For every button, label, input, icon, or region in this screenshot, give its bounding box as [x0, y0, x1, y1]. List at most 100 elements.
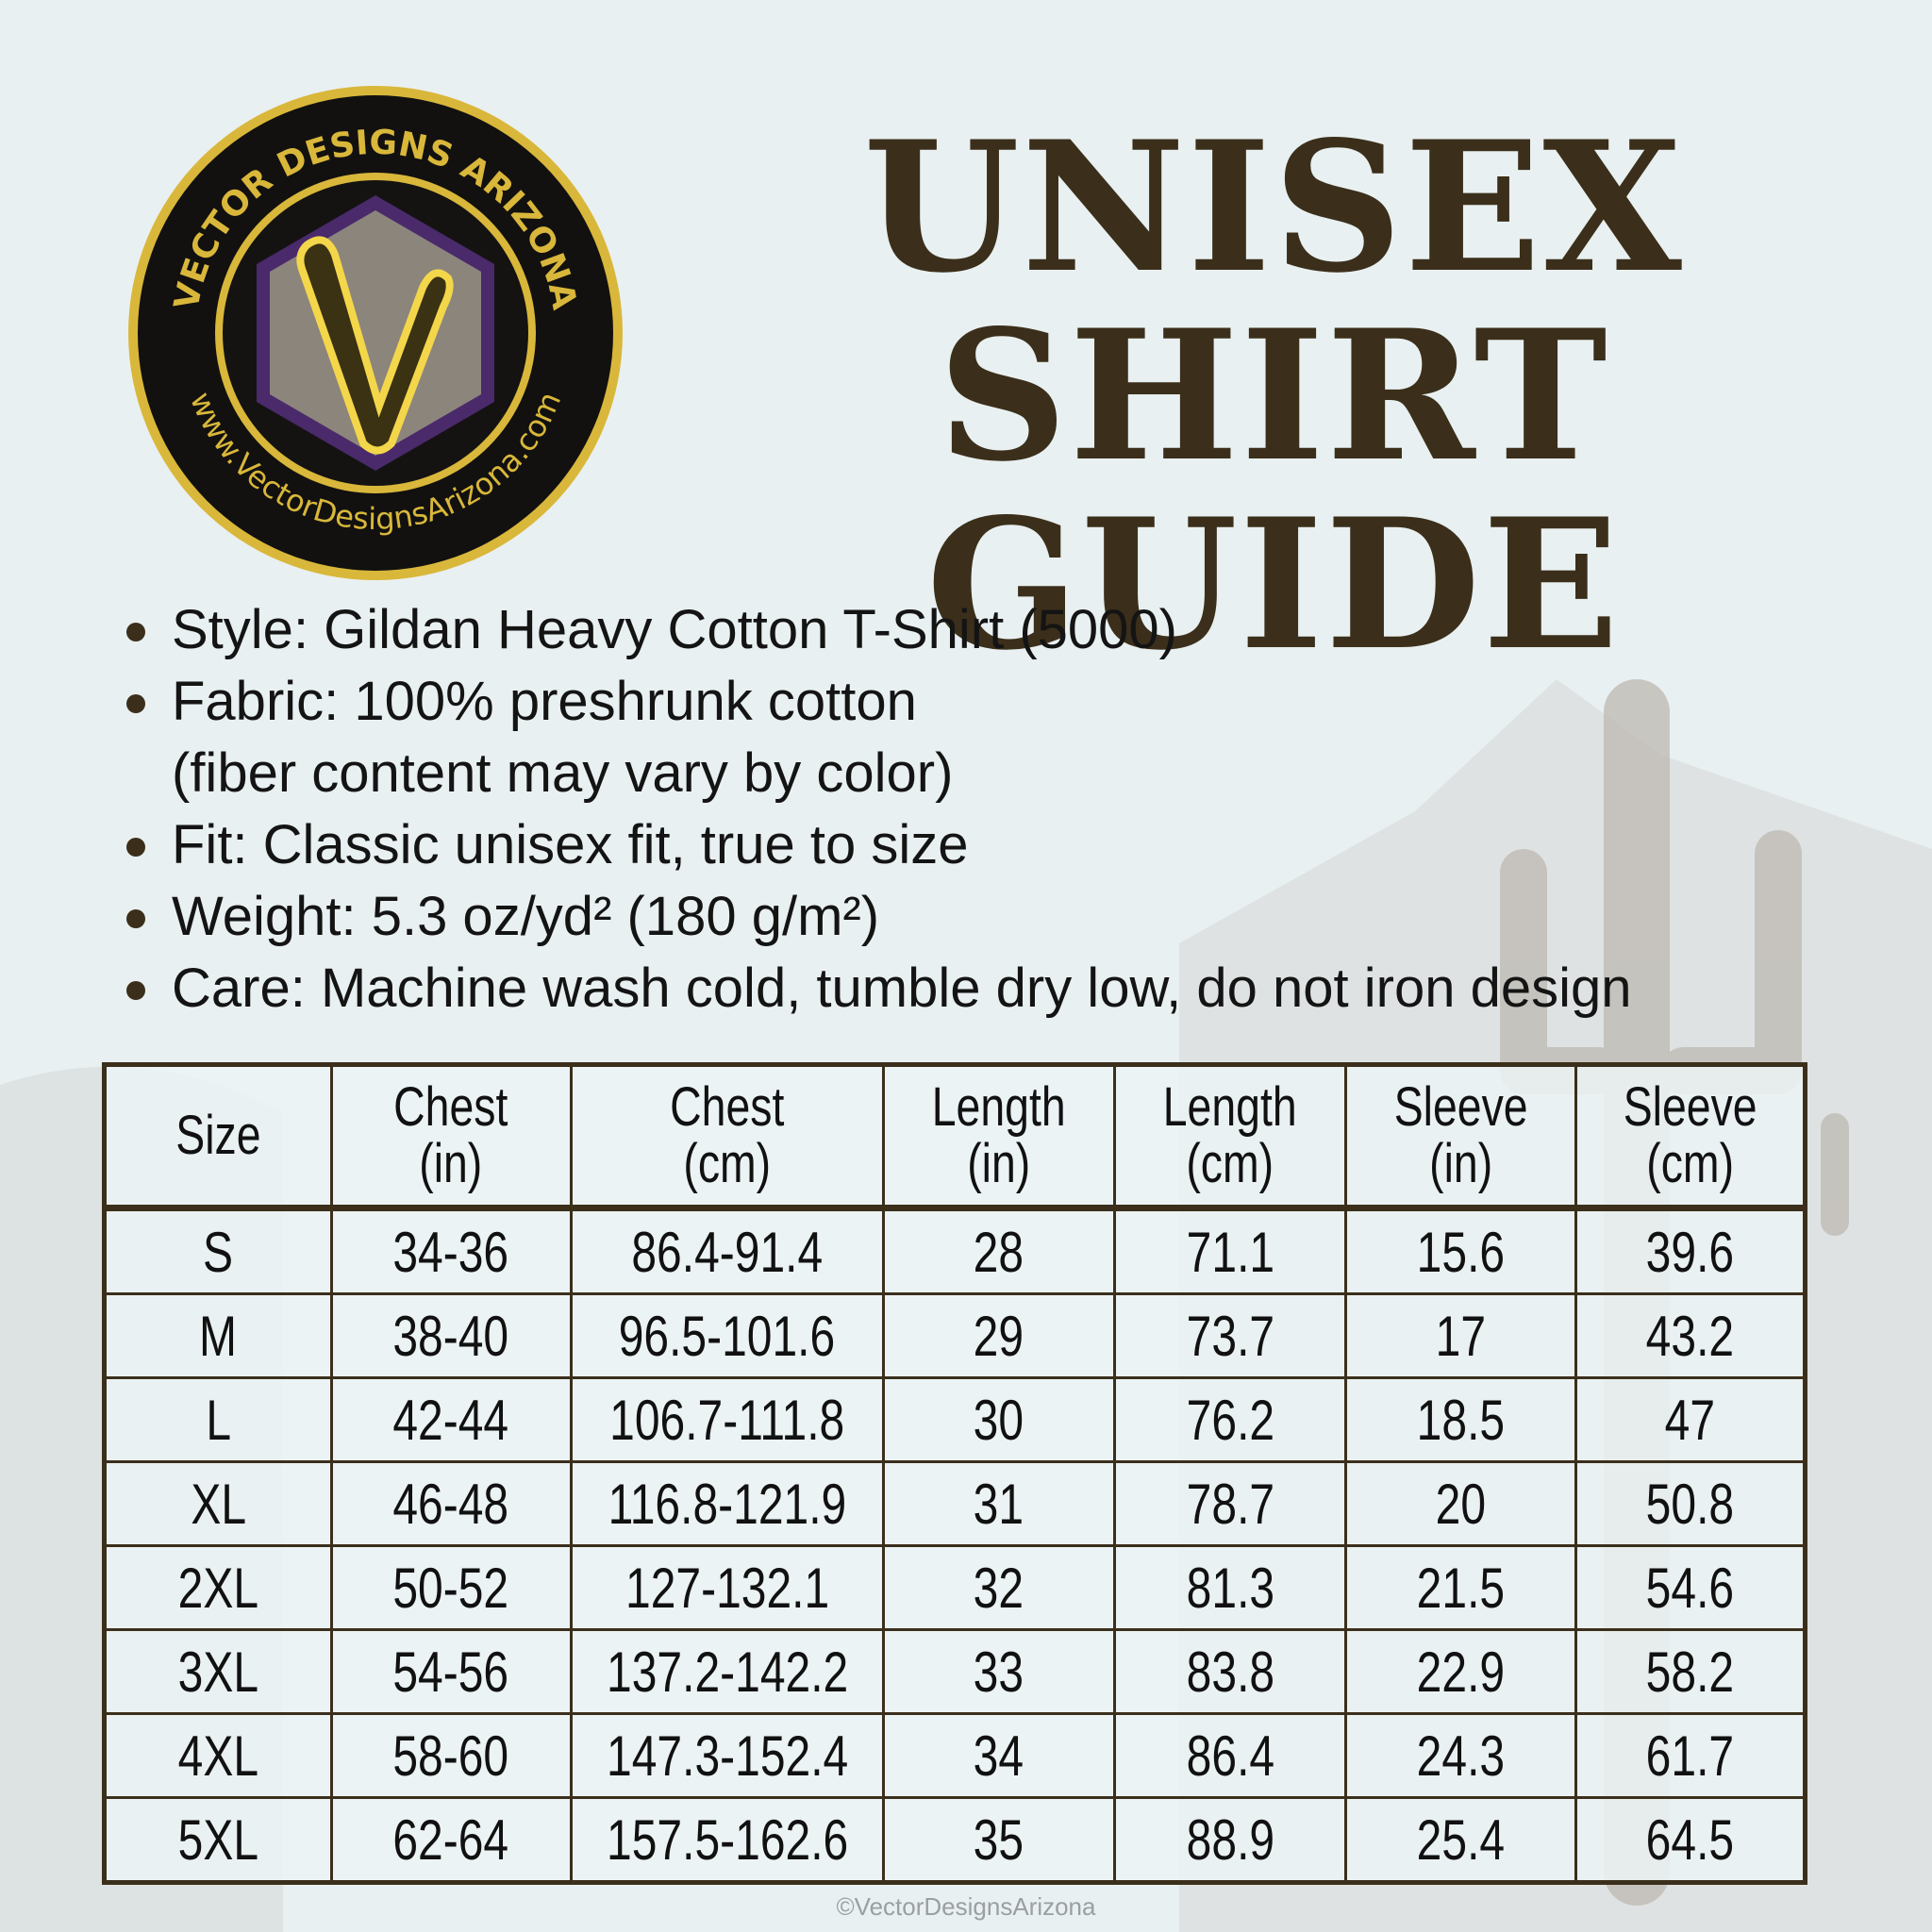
- table-cell: 58.2: [1574, 1628, 1807, 1715]
- header-name: Sleeve: [1393, 1076, 1528, 1138]
- table-cell: 5XL: [103, 1796, 333, 1884]
- table-cell: 2XL: [103, 1544, 333, 1631]
- table-cell: 20: [1344, 1460, 1577, 1547]
- cell-value: S: [203, 1220, 234, 1284]
- cell-value: 28: [974, 1220, 1024, 1284]
- cell-value: 78.7: [1186, 1472, 1274, 1536]
- cell-value: 147.3-152.4: [606, 1724, 848, 1788]
- cell-value: 2XL: [177, 1556, 259, 1620]
- cell-value: 34: [974, 1724, 1024, 1788]
- cell-value: 54-56: [392, 1640, 509, 1704]
- cell-value: 35: [974, 1807, 1024, 1872]
- column-header: Length (in): [881, 1063, 1116, 1211]
- spec-note: (fiber content may vary by color): [172, 742, 954, 804]
- table-cell: 15.6: [1344, 1207, 1577, 1295]
- table-cell: 21.5: [1344, 1544, 1577, 1631]
- table-cell: 31: [881, 1460, 1116, 1547]
- table-cell: 157.5-162.6: [569, 1796, 885, 1884]
- header-name: Chest: [670, 1076, 785, 1138]
- spec-fabric: Fabric: 100% preshrunk cotton (fiber cont…: [123, 666, 1631, 809]
- cell-value: 73.7: [1186, 1304, 1274, 1368]
- cell-value: 32: [974, 1556, 1024, 1620]
- header-unit: (in): [1428, 1133, 1492, 1194]
- header-name: Sleeve: [1623, 1076, 1757, 1138]
- cell-value: 4XL: [177, 1724, 259, 1788]
- table-cell: 50.8: [1574, 1460, 1807, 1547]
- title-line-2: SHIRT GUIDE: [925, 291, 1622, 690]
- spec-weight: Weight: 5.3 oz/yd² (180 g/m²): [123, 881, 1631, 953]
- table-cell: 29: [881, 1292, 1116, 1379]
- table-cell: 35: [881, 1796, 1116, 1884]
- cell-value: 54.6: [1645, 1556, 1735, 1620]
- table-cell: 83.8: [1112, 1628, 1348, 1715]
- header-name: Size: [175, 1105, 261, 1166]
- table-cell: 116.8-121.9: [569, 1460, 885, 1547]
- column-header-label: Chest (in): [394, 1079, 508, 1192]
- table-cell: 76.2: [1112, 1376, 1348, 1463]
- table-cell: 62-64: [329, 1796, 573, 1884]
- product-specs-list: Style: Gildan Heavy Cotton T-Shirt (5000…: [123, 594, 1631, 1024]
- table-cell: 32: [881, 1544, 1116, 1631]
- cell-value: 20: [1435, 1472, 1487, 1536]
- table-cell: 33: [881, 1628, 1116, 1715]
- table-cell: 47: [1574, 1376, 1807, 1463]
- table-header-row: Size Chest (in) Chest (cm) Length (in) Length (c…: [103, 1063, 1807, 1211]
- cell-value: 86.4: [1186, 1724, 1274, 1788]
- header-unit: (in): [967, 1133, 1031, 1194]
- table-cell: 61.7: [1574, 1712, 1807, 1799]
- table-cell: XL: [103, 1460, 333, 1547]
- column-header: Chest (cm): [569, 1063, 885, 1211]
- column-header-label: Size: [175, 1108, 260, 1164]
- cell-value: 46-48: [392, 1472, 509, 1536]
- cell-value: 30: [974, 1388, 1024, 1452]
- cell-value: 17: [1435, 1304, 1487, 1368]
- table-cell: 34-36: [329, 1207, 573, 1295]
- cell-value: 76.2: [1186, 1388, 1274, 1452]
- column-header: Sleeve (cm): [1574, 1063, 1807, 1211]
- header-name: Length: [1163, 1076, 1298, 1138]
- table-row: XL 46-48 116.8-121.9 31 78.7 20 50.8: [103, 1460, 1807, 1547]
- table-cell: M: [103, 1292, 333, 1379]
- cell-value: 5XL: [177, 1807, 259, 1872]
- spec-style: Style: Gildan Heavy Cotton T-Shirt (5000…: [123, 594, 1631, 666]
- cell-value: 71.1: [1186, 1220, 1274, 1284]
- cell-value: 33: [974, 1640, 1024, 1704]
- column-header: Size: [103, 1063, 333, 1211]
- cell-value: 25.4: [1416, 1807, 1506, 1872]
- size-chart-table: Size Chest (in) Chest (cm) Length (in) Length (c…: [102, 1062, 1807, 1885]
- cell-value: 137.2-142.2: [606, 1640, 848, 1704]
- table-cell: 50-52: [329, 1544, 573, 1631]
- cell-value: 31: [974, 1472, 1024, 1536]
- spec-text: Fit: Classic unisex fit, true to size: [172, 814, 969, 875]
- cell-value: 34-36: [392, 1220, 509, 1284]
- cell-value: 106.7-111.8: [609, 1388, 845, 1452]
- table-row: M 38-40 96.5-101.6 29 73.7 17 43.2: [103, 1292, 1807, 1379]
- cell-value: 86.4-91.4: [631, 1220, 824, 1284]
- column-header: Length (cm): [1112, 1063, 1348, 1211]
- table-cell: 46-48: [329, 1460, 573, 1547]
- cell-value: 127-132.1: [625, 1556, 829, 1620]
- table-cell: L: [103, 1376, 333, 1463]
- table-cell: 137.2-142.2: [569, 1628, 885, 1715]
- cell-value: 58.2: [1645, 1640, 1735, 1704]
- vector-designs-arizona-logo: VECTOR DESIGNS ARIZONA www.VectorDesigns…: [128, 86, 623, 580]
- table-cell: 42-44: [329, 1376, 573, 1463]
- table-cell: 3XL: [103, 1628, 333, 1715]
- table-row: 5XL 62-64 157.5-162.6 35 88.9 25.4 64.5: [103, 1796, 1807, 1884]
- cell-value: L: [206, 1388, 231, 1452]
- header-unit: (in): [419, 1133, 483, 1194]
- header-unit: (cm): [1186, 1133, 1274, 1194]
- cell-value: 29: [974, 1304, 1024, 1368]
- table-cell: 38-40: [329, 1292, 573, 1379]
- cell-value: 39.6: [1645, 1220, 1735, 1284]
- cell-value: 58-60: [392, 1724, 509, 1788]
- table-cell: 22.9: [1344, 1628, 1577, 1715]
- cell-value: 18.5: [1416, 1388, 1506, 1452]
- table-cell: 24.3: [1344, 1712, 1577, 1799]
- spec-text: Style: Gildan Heavy Cotton T-Shirt (5000…: [172, 599, 1177, 660]
- column-header-label: Length (in): [932, 1079, 1066, 1192]
- cell-value: 3XL: [177, 1640, 259, 1704]
- column-header: Sleeve (in): [1344, 1063, 1577, 1211]
- cell-value: 61.7: [1645, 1724, 1735, 1788]
- cell-value: 15.6: [1416, 1220, 1506, 1284]
